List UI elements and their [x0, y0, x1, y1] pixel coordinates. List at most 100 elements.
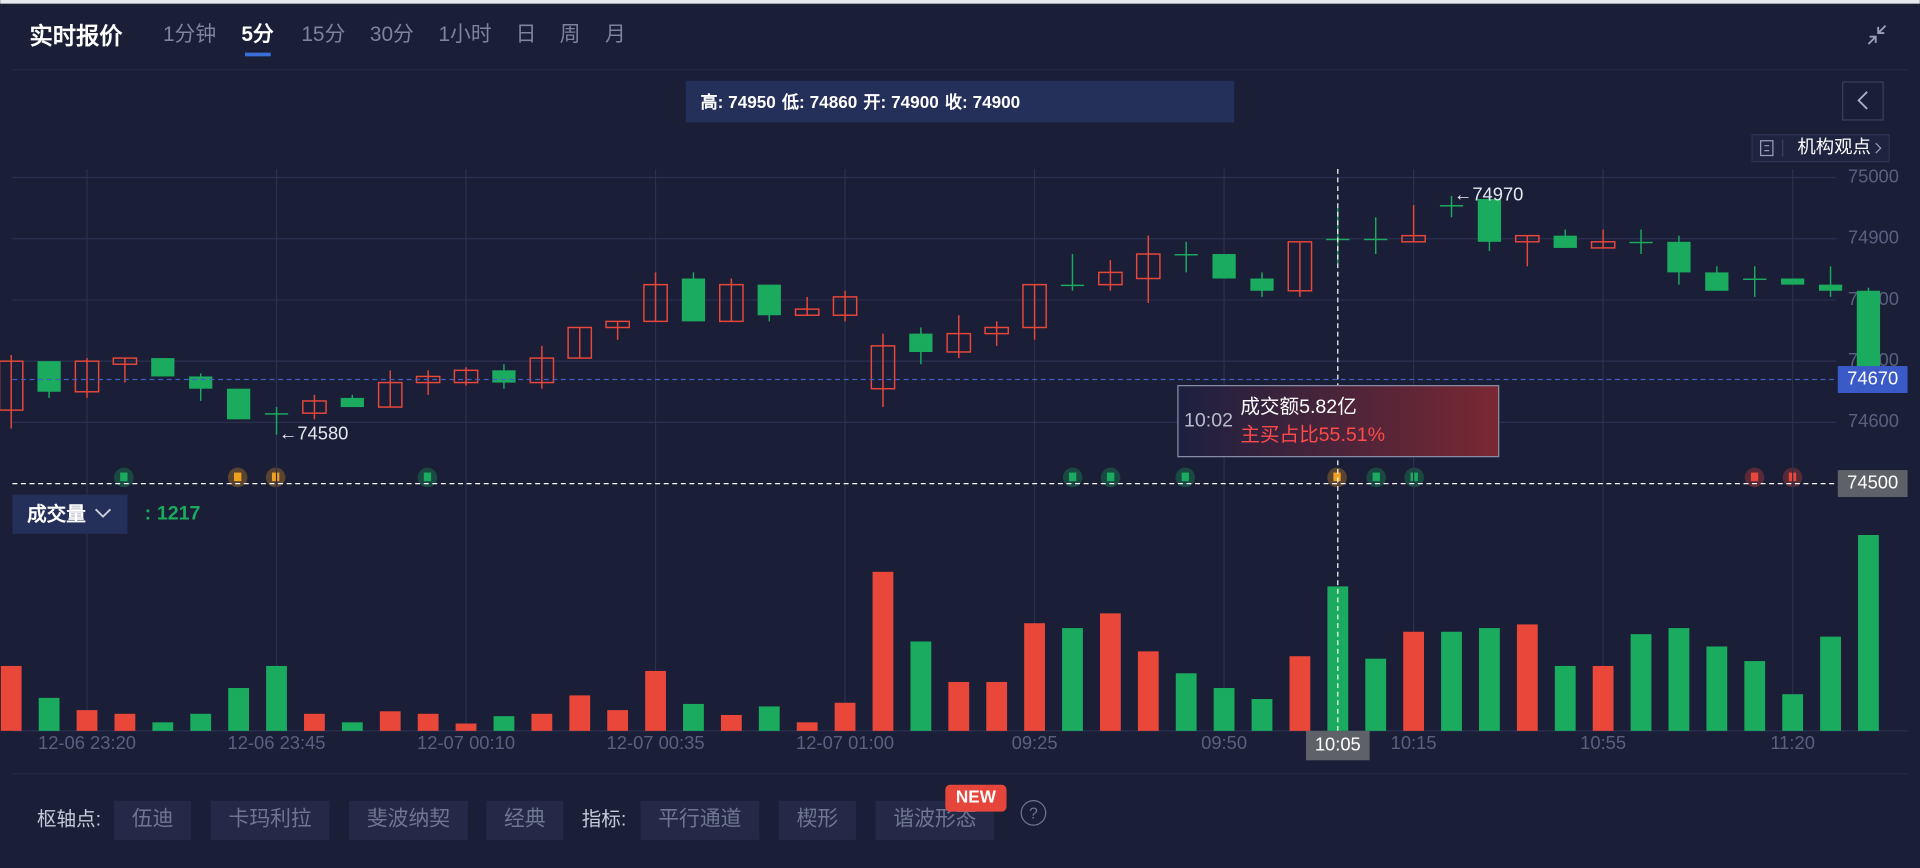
tab[interactable]: 1小时: [438, 23, 491, 46]
volume-bar: [1820, 636, 1841, 731]
x-tick-label: 12-06 23:20: [38, 732, 136, 753]
chevron: [1875, 142, 1882, 154]
x-tick-label: 09:25: [1012, 732, 1058, 753]
pivot-button[interactable]: [349, 800, 468, 840]
pivot-button[interactable]: [210, 800, 330, 840]
crosshair-time-label: 10:05: [1315, 733, 1361, 754]
volume-bar: [720, 714, 742, 731]
volume-bar: [1403, 631, 1425, 731]
tab[interactable]: 15分: [301, 23, 345, 46]
indicator-button-label[interactable]: 平行通道: [658, 808, 741, 831]
pivot-button-label[interactable]: 斐波纳契: [367, 808, 450, 831]
candle-body: [1743, 278, 1767, 280]
signal-icon-glyph: [1106, 472, 1115, 482]
volume-readout: 1217: [157, 502, 201, 524]
x-tick-label: 12-06 23:45: [228, 732, 326, 753]
help-icon[interactable]: [1020, 800, 1047, 826]
candle-body: [1553, 235, 1577, 248]
volume-title[interactable]: 成交量: [27, 503, 86, 526]
volume-bar: [1024, 623, 1045, 731]
candle-body: [1439, 205, 1464, 207]
y-tick-label: 75000: [1848, 165, 1899, 186]
help-text[interactable]: ?: [1029, 805, 1038, 822]
institution-button[interactable]: [1751, 134, 1890, 163]
volume-bar: [455, 723, 477, 731]
crosshair-price-label: 74500: [1847, 471, 1898, 492]
candle-body: [1781, 278, 1805, 285]
tab[interactable]: 日: [516, 23, 537, 46]
pivot-button[interactable]: [486, 800, 564, 840]
price-annotation: ←74580: [279, 422, 348, 443]
signal-icon-glyph: [1333, 472, 1341, 482]
candle-body: [1514, 234, 1540, 243]
candle-body: [1212, 254, 1236, 279]
volume-bar: [531, 713, 553, 731]
tab-active[interactable]: 5分: [241, 23, 274, 46]
signal-icons: [114, 467, 1803, 488]
institution-label[interactable]: 机构观点: [1797, 136, 1870, 157]
candle-body: [946, 332, 972, 353]
volume-bar: [645, 670, 666, 731]
volume-bar: [1858, 535, 1879, 731]
volume-bar: [1592, 665, 1614, 731]
top-edge: [0, 0, 1920, 4]
indicator-button[interactable]: [778, 800, 856, 840]
ohlc-box: [685, 80, 1235, 123]
tab[interactable]: 30分: [370, 23, 414, 46]
candle-body: [1060, 284, 1085, 287]
collapse-icon[interactable]: [1867, 25, 1887, 45]
tab[interactable]: 周: [560, 23, 581, 46]
pivot-button-label[interactable]: 卡玛利拉: [229, 808, 312, 831]
page-title: 实时报价: [30, 23, 124, 49]
indicator-button-label[interactable]: 谐波形态: [893, 808, 976, 831]
candle-body: [1856, 290, 1881, 380]
volume-bar: [796, 722, 818, 731]
tooltip-turnover: 成交额5.82亿: [1240, 396, 1356, 418]
candle-body: [1364, 238, 1388, 241]
ohlc-label: 高:: [700, 91, 723, 111]
volume-bar: [304, 713, 325, 731]
tab-underline: [245, 52, 271, 57]
candle-body: [189, 376, 213, 389]
indicator-button[interactable]: [640, 800, 760, 840]
back-button[interactable]: [1842, 81, 1884, 121]
x-tick-label: 12-07 00:10: [417, 732, 515, 753]
volume-bar: [76, 710, 98, 731]
volume-bar: [493, 716, 515, 731]
x-tick-label: 10:55: [1580, 732, 1626, 753]
candle-body: [984, 326, 1010, 335]
signal-icon-glyph: [1181, 472, 1189, 482]
volume-bar: [266, 665, 287, 731]
volume-bar: [114, 713, 136, 731]
tab[interactable]: 1分钟: [163, 23, 216, 46]
candle-body: [718, 283, 744, 323]
candle-body: [1135, 253, 1161, 280]
institution-icon: [1760, 140, 1774, 157]
candle-body: [832, 296, 858, 316]
volume-bar: [379, 711, 401, 731]
volume-bar: [1516, 624, 1538, 731]
pivot-button[interactable]: [114, 800, 192, 840]
volume-bar: [986, 681, 1008, 731]
candle-body: [492, 370, 516, 383]
volume-bar: [834, 702, 856, 731]
tab[interactable]: 月: [605, 23, 626, 46]
volume-bar: [948, 681, 970, 731]
candle-body: [302, 400, 327, 414]
candle-body: [1629, 241, 1653, 244]
signal-icon-glyph: [1372, 472, 1380, 482]
volume-bar: [190, 713, 212, 731]
candle-body: [757, 284, 781, 316]
pivot-button-label[interactable]: 经典: [504, 808, 546, 831]
pivot-button-label[interactable]: 伍迪: [132, 808, 174, 831]
volume-bar: [1744, 661, 1766, 731]
signal-icon-glyph: [1068, 472, 1077, 482]
volume-selector[interactable]: [12, 494, 128, 534]
volume-bar: [1630, 634, 1652, 731]
candle-body: [1667, 241, 1691, 273]
candle-body: [112, 357, 138, 365]
volume-bar: [1213, 688, 1235, 731]
indicator-button-label[interactable]: 楔形: [797, 808, 839, 831]
candle-body: [529, 357, 555, 384]
